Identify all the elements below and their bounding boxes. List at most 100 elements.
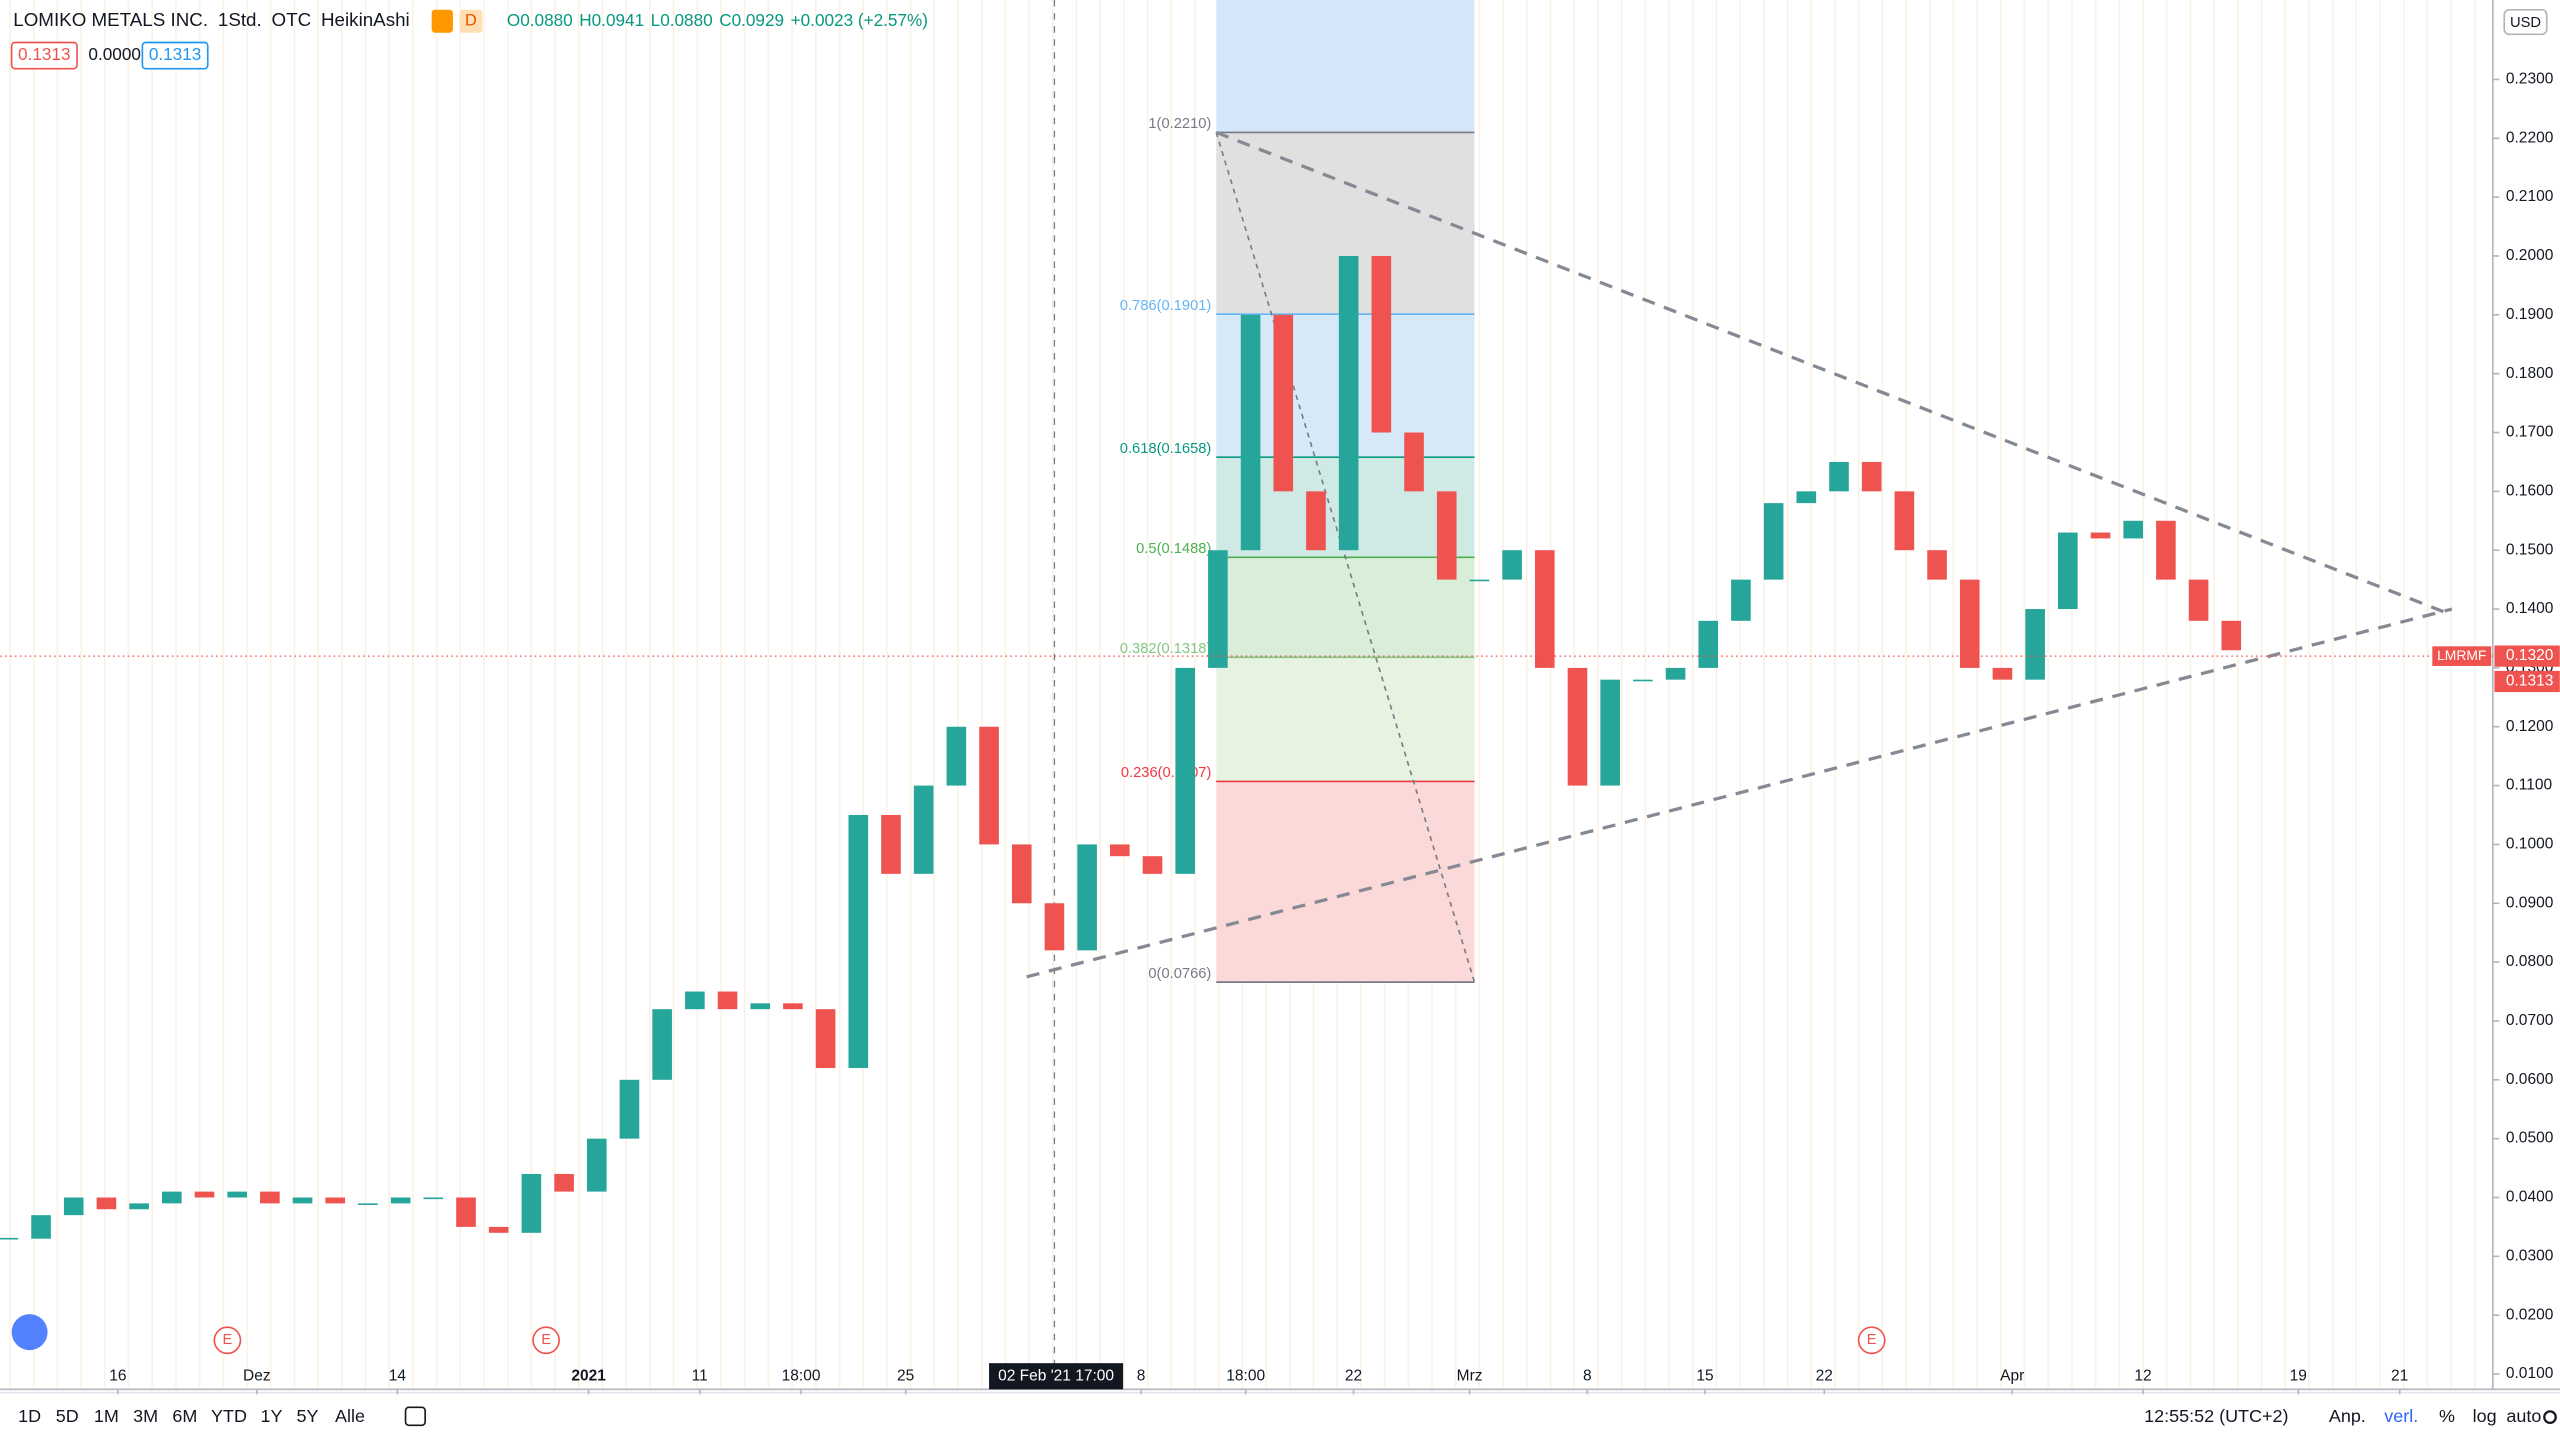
y-tick-label: 0.0600 bbox=[2506, 1071, 2554, 1088]
earnings-label[interactable]: E bbox=[222, 1332, 232, 1348]
price-label-box bbox=[2494, 645, 2560, 667]
scale-option[interactable]: Anp. bbox=[2329, 1406, 2366, 1426]
candle-body bbox=[488, 1226, 509, 1233]
x-tick-label: 11 bbox=[692, 1367, 708, 1384]
candle-body bbox=[1731, 579, 1751, 621]
candle-body bbox=[260, 1191, 280, 1204]
candle-body bbox=[619, 1079, 640, 1139]
candle-body bbox=[292, 1197, 313, 1204]
earnings-label[interactable]: E bbox=[1867, 1332, 1877, 1348]
candle-body bbox=[521, 1173, 542, 1233]
range-button[interactable]: YTD bbox=[211, 1406, 247, 1426]
candle-body bbox=[423, 1197, 444, 1200]
y-tick-label: 0.2000 bbox=[2506, 247, 2554, 264]
candle-body bbox=[1665, 667, 1686, 680]
candle-body bbox=[1567, 667, 1588, 786]
settings-icon[interactable] bbox=[2543, 1410, 2557, 1424]
open: O0.0880 bbox=[507, 10, 573, 30]
candle-body bbox=[2025, 609, 2045, 680]
fib-label: 0.5(0.1488) bbox=[1136, 541, 1211, 557]
y-tick-label: 0.2300 bbox=[2506, 71, 2554, 88]
y-tick-label: 0.1000 bbox=[2506, 836, 2554, 853]
scale-option[interactable]: log bbox=[2473, 1406, 2497, 1426]
scale-option[interactable]: % bbox=[2439, 1406, 2455, 1426]
candle-body bbox=[913, 785, 934, 874]
fib-label: 0.382(0.1318) bbox=[1120, 641, 1212, 657]
scale-option[interactable]: auto bbox=[2506, 1406, 2541, 1426]
fib-top-zone bbox=[1216, 0, 1475, 133]
range-button[interactable]: 1Y bbox=[261, 1406, 283, 1426]
legend-box bbox=[141, 41, 209, 70]
candle-body bbox=[1829, 461, 1849, 492]
currency[interactable]: USD bbox=[2510, 15, 2541, 31]
candle-body bbox=[1077, 844, 1097, 951]
candle-body bbox=[1273, 314, 1294, 492]
close: C0.0929 bbox=[719, 10, 784, 30]
x-tick-label: Apr bbox=[2000, 1367, 2024, 1384]
y-tick-label: 0.0900 bbox=[2506, 894, 2554, 911]
candle-body bbox=[1208, 550, 1228, 668]
earnings-marker[interactable] bbox=[1857, 1326, 1886, 1355]
candle-body bbox=[1469, 579, 1490, 582]
symbol: LOMIKO METALS INC. 1Std. OTC HeikinAshi bbox=[13, 9, 409, 30]
candle-body bbox=[2188, 579, 2209, 621]
crosshair-label: 02 Feb '21 17:00 bbox=[998, 1367, 1114, 1384]
candle-body bbox=[1796, 491, 1817, 504]
ohlc: O0.0880 H0.0941 L0.0880 C0.0929 +0.0023 (+2.… bbox=[507, 10, 928, 30]
range-button[interactable]: 6M bbox=[172, 1406, 197, 1426]
range-button[interactable]: Alle bbox=[335, 1406, 365, 1426]
trendline bbox=[1215, 130, 2453, 617]
fib-label: 0(0.0766) bbox=[1148, 966, 1211, 982]
x-tick-label: 12 bbox=[2134, 1367, 2151, 1384]
range-button[interactable]: 3M bbox=[133, 1406, 158, 1426]
y-tick-label: 0.1500 bbox=[2506, 541, 2554, 558]
candle-body bbox=[2156, 520, 2176, 580]
fib-label: 0.618(0.1658) bbox=[1120, 441, 1212, 457]
candle-body bbox=[2090, 532, 2111, 539]
y-tick-label: 0.1400 bbox=[2506, 600, 2554, 617]
trendline bbox=[1026, 607, 2453, 979]
range-button[interactable]: 5D bbox=[56, 1406, 79, 1426]
logo bbox=[11, 1314, 48, 1351]
x-tick-label: 16 bbox=[109, 1367, 126, 1384]
candle-body bbox=[1502, 550, 1522, 580]
price-label: 0.1320 bbox=[2506, 647, 2554, 664]
candle-body bbox=[1600, 679, 1620, 786]
candle-body bbox=[979, 726, 999, 845]
earnings-label[interactable]: E bbox=[541, 1332, 551, 1348]
scale-option[interactable]: verl. bbox=[2384, 1406, 2418, 1426]
status-dot bbox=[431, 9, 453, 33]
date-range-icon[interactable] bbox=[404, 1406, 426, 1427]
x-tick-label: 14 bbox=[389, 1367, 407, 1384]
candle-body bbox=[0, 1237, 19, 1240]
fib-zone bbox=[1216, 557, 1475, 658]
x-tick-label: 22 bbox=[1816, 1367, 1833, 1384]
clock[interactable]: 12:55:52 (UTC+2) bbox=[2144, 1406, 2288, 1426]
chart-style: HeikinAshi bbox=[321, 9, 410, 30]
candle-body bbox=[783, 1003, 803, 1010]
candle-body bbox=[750, 1003, 771, 1010]
candle-body bbox=[1992, 667, 2013, 680]
y-tick-label: 0.2200 bbox=[2506, 129, 2554, 146]
symbol-tag-box bbox=[2432, 646, 2492, 666]
candle-body bbox=[325, 1197, 346, 1204]
candle-body bbox=[1698, 620, 1719, 668]
price-label: 0.1313 bbox=[2506, 673, 2553, 690]
earnings-marker[interactable] bbox=[532, 1326, 560, 1355]
range-button[interactable]: 5Y bbox=[296, 1406, 318, 1426]
candle-body bbox=[848, 815, 869, 1069]
candle-body bbox=[456, 1197, 476, 1227]
candle-body bbox=[2123, 520, 2144, 539]
y-tick-label: 0.0200 bbox=[2506, 1306, 2554, 1323]
x-tick-label: 19 bbox=[2290, 1367, 2307, 1384]
y-tick-label: 0.0700 bbox=[2506, 1012, 2554, 1029]
x-tick-label: 18:00 bbox=[782, 1367, 821, 1384]
candle-body bbox=[358, 1203, 378, 1206]
flag-badge bbox=[459, 9, 483, 33]
candle-body bbox=[227, 1191, 247, 1198]
range-button[interactable]: 1D bbox=[18, 1406, 41, 1426]
currency-box[interactable] bbox=[2503, 8, 2548, 36]
earnings-marker[interactable] bbox=[213, 1326, 242, 1355]
range-button[interactable]: 1M bbox=[94, 1406, 119, 1426]
x-tick-label: 18:00 bbox=[1226, 1367, 1265, 1384]
